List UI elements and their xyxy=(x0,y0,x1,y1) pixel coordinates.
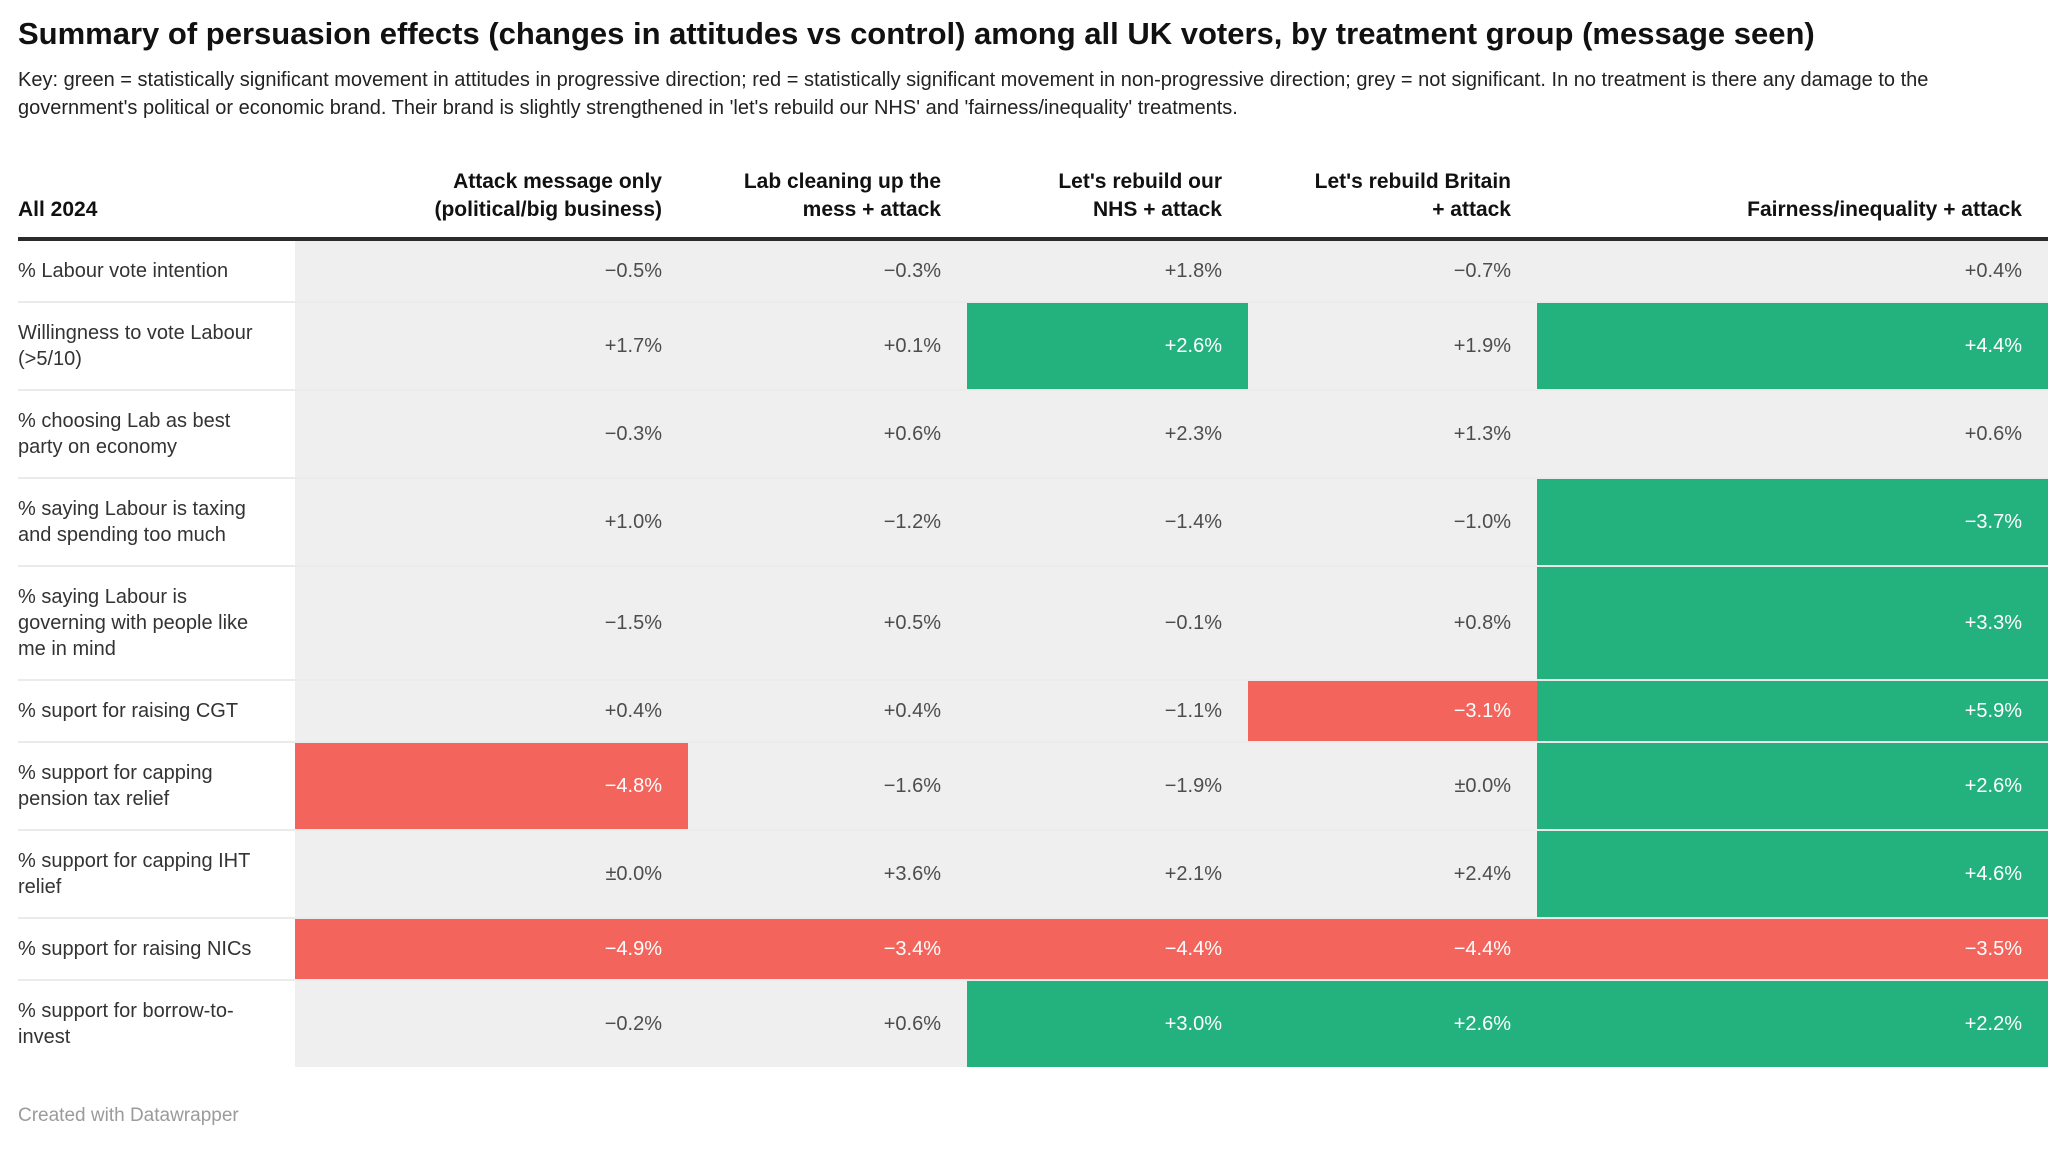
value-cell: +0.5% xyxy=(688,567,967,679)
value-cell: +2.6% xyxy=(1248,981,1537,1067)
value-cell: +2.4% xyxy=(1248,831,1537,917)
value-cell: −0.1% xyxy=(967,567,1248,679)
value-cell: +2.2% xyxy=(1537,981,2048,1067)
value-cell: ±0.0% xyxy=(295,831,688,917)
key-description: Key: green = statistically significant m… xyxy=(18,69,1929,119)
row-label: % saying Labour is taxing and spending t… xyxy=(18,479,295,565)
value-cell: −1.6% xyxy=(688,743,967,829)
value-cell: +3.3% xyxy=(1537,567,2048,679)
row-label: % support for raising NICs xyxy=(18,919,295,979)
datawrapper-credit: Created with Datawrapper xyxy=(18,1105,239,1126)
value-cell: −3.1% xyxy=(1248,681,1537,741)
value-cell: +3.6% xyxy=(688,831,967,917)
table-row: % suport for raising CGT +0.4% +0.4% −1.1% −… xyxy=(18,679,2048,741)
value-cell: +1.9% xyxy=(1248,303,1537,389)
value-cell: −0.5% xyxy=(295,241,688,301)
table-body: % Labour vote intention −0.5% −0.3% +1.8% −0… xyxy=(18,237,2048,1067)
value-cell: +3.0% xyxy=(967,981,1248,1067)
value-cell: −1.0% xyxy=(1248,479,1537,565)
value-cell: −1.9% xyxy=(967,743,1248,829)
value-cell: −0.7% xyxy=(1248,241,1537,301)
value-cell: +0.4% xyxy=(688,681,967,741)
table-row: % saying Labour is governing with people… xyxy=(18,565,2048,679)
value-cell: +1.8% xyxy=(967,241,1248,301)
table-row: % choosing Lab as best party on economy −… xyxy=(18,389,2048,477)
column-header-rebuild-britain: Let's rebuild Britain + attack xyxy=(1314,170,1511,221)
value-cell: +4.6% xyxy=(1537,831,2048,917)
row-label: % suport for raising CGT xyxy=(18,681,295,741)
row-label: % choosing Lab as best party on economy xyxy=(18,391,295,477)
table-row: % support for raising NICs −4.9% −3.4% −4.4… xyxy=(18,917,2048,979)
row-label: % Labour vote intention xyxy=(18,241,295,301)
value-cell: +5.9% xyxy=(1537,681,2048,741)
value-cell: +2.3% xyxy=(967,391,1248,477)
value-cell: −4.4% xyxy=(1248,919,1537,979)
value-cell: −1.4% xyxy=(967,479,1248,565)
value-cell: ±0.0% xyxy=(1248,743,1537,829)
value-cell: +2.6% xyxy=(1537,743,2048,829)
value-cell: −0.3% xyxy=(688,241,967,301)
column-header-lab-cleaning-up: Lab cleaning up the mess + attack xyxy=(743,170,941,221)
value-cell: +0.6% xyxy=(1537,391,2048,477)
value-cell: −0.3% xyxy=(295,391,688,477)
value-cell: −3.4% xyxy=(688,919,967,979)
row-label: % support for borrow-to-invest xyxy=(18,981,295,1067)
value-cell: +2.1% xyxy=(967,831,1248,917)
value-cell: −1.2% xyxy=(688,479,967,565)
value-cell: −4.4% xyxy=(967,919,1248,979)
row-label: % support for capping IHT relief xyxy=(18,831,295,917)
value-cell: +1.0% xyxy=(295,479,688,565)
table-row: % support for capping IHT relief ±0.0% +3.… xyxy=(18,829,2048,917)
page-title: Summary of persuasion effects (changes i… xyxy=(18,16,1815,51)
value-cell: −0.2% xyxy=(295,981,688,1067)
row-label: % support for capping pension tax relief xyxy=(18,743,295,829)
value-cell: −3.7% xyxy=(1537,479,2048,565)
value-cell: +4.4% xyxy=(1537,303,2048,389)
value-cell: +0.1% xyxy=(688,303,967,389)
table-row: % support for capping pension tax relief… xyxy=(18,741,2048,829)
row-label: % saying Labour is governing with people… xyxy=(18,567,295,679)
table-row: % saying Labour is taxing and spending t… xyxy=(18,477,2048,565)
table-row: % support for borrow-to-invest −0.2% +0.6%… xyxy=(18,979,2048,1067)
page: Summary of persuasion effects (changes i… xyxy=(18,16,2048,1126)
value-cell: +1.3% xyxy=(1248,391,1537,477)
value-cell: +0.8% xyxy=(1248,567,1537,679)
table-header-row: All 2024 Attack message only (political/… xyxy=(18,122,2048,237)
row-group-header: All 2024 xyxy=(18,198,98,221)
value-cell: −4.9% xyxy=(295,919,688,979)
column-header-fairness-inequality: Fairness/inequality + attack xyxy=(1747,198,2022,221)
value-cell: +0.4% xyxy=(295,681,688,741)
value-cell: −1.5% xyxy=(295,567,688,679)
value-cell: +0.4% xyxy=(1537,241,2048,301)
value-cell: +0.6% xyxy=(688,981,967,1067)
persuasion-effects-table: All 2024 Attack message only (political/… xyxy=(18,122,2048,1067)
value-cell: −3.5% xyxy=(1537,919,2048,979)
value-cell: +2.6% xyxy=(967,303,1248,389)
table-row: Willingness to vote Labour (>5/10) +1.7% +… xyxy=(18,301,2048,389)
row-label: Willingness to vote Labour (>5/10) xyxy=(18,303,295,389)
column-header-rebuild-nhs: Let's rebuild our NHS + attack xyxy=(1058,170,1222,221)
table-row: % Labour vote intention −0.5% −0.3% +1.8% −0… xyxy=(18,241,2048,301)
value-cell: −1.1% xyxy=(967,681,1248,741)
column-header-attack-only: Attack message only (political/big busin… xyxy=(434,170,662,221)
value-cell: −4.8% xyxy=(295,743,688,829)
value-cell: +1.7% xyxy=(295,303,688,389)
value-cell: +0.6% xyxy=(688,391,967,477)
